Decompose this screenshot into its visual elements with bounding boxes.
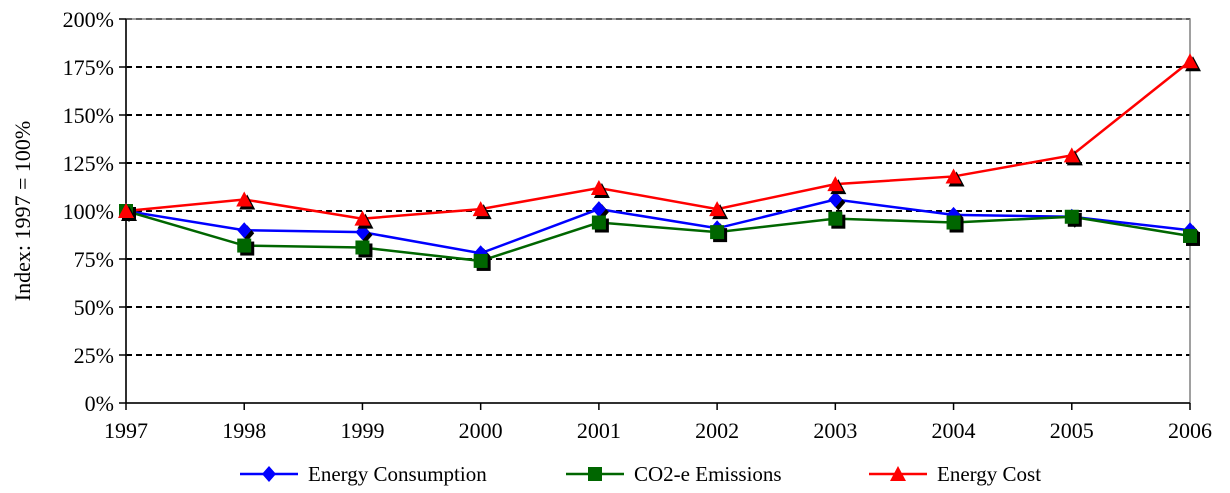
energy-consumption-line [125,198,1191,255]
y-tick-label: 125% [63,151,114,176]
energy-cost-marker [472,201,489,217]
y-tick-label: 50% [74,295,114,320]
x-tick-label: 1999 [340,418,384,443]
energy-cost-line [125,60,1191,220]
x-tick-label: 2002 [695,418,739,443]
co2-emissions-marker [828,211,843,226]
energy-cost-marker [1182,53,1198,69]
series-lines [125,60,1191,263]
co2-emissions-marker [355,240,370,255]
energy-consumption-marker [591,201,606,218]
y-tick-label: 0% [85,391,114,416]
energy-cost-marker [236,191,253,207]
y-tick-label: 100% [63,199,114,224]
energy-cost-marker [118,203,134,218]
x-tick-label: 2003 [813,418,857,443]
y-tick-label: 150% [63,103,114,128]
energy-consumption-legend-label: Energy Consumption [308,462,487,486]
y-tick-label: 200% [63,7,114,32]
co2-emissions-marker [591,215,606,230]
y-axis-title: Index: 1997 = 100% [10,121,35,301]
energy-consumption-marker [828,191,843,208]
y-axis-ticks: 0% 25% 50% 75% 100% 125% 150% 175% 200% [63,7,126,416]
x-tick-label: 2001 [577,418,621,443]
x-tick-label: 1998 [222,418,266,443]
energy-consumption-marker [237,222,252,239]
co2-emissions-legend-marker [588,467,602,481]
energy-cost-marker [945,168,962,184]
energy-cost-legend-marker [890,466,906,481]
legend: Energy Consumption CO2-e Emissions Energy … [240,462,1041,486]
energy-cost-legend-label: Energy Cost [937,462,1041,486]
co2-emissions-marker [237,238,252,253]
x-tick-label: 2004 [932,418,976,443]
x-tick-label: 2000 [459,418,503,443]
series-markers [118,53,1201,271]
y-tick-label: 25% [74,343,114,368]
x-tick-label: 2005 [1050,418,1094,443]
x-tick-label: 1997 [104,418,148,443]
x-tick-label: 2006 [1168,418,1212,443]
co2-emissions-line [125,209,1191,263]
y-tick-label: 75% [74,247,114,272]
energy-cost-marker [1063,147,1080,163]
co2-emissions-marker [710,225,725,240]
co2-emissions-marker [1064,209,1079,224]
co2-emissions-legend-label: CO2-e Emissions [634,462,782,486]
co2-emissions-marker [946,215,961,230]
x-axis-ticks: 1997 1998 1999 2000 2001 2002 2003 2004 2005 2006 [104,403,1212,443]
co2-emissions-marker [1183,228,1197,243]
co2-emissions-marker [473,253,488,268]
energy-cost-marker [354,210,371,226]
energy-cost-marker [827,176,844,192]
gridlines [126,18,1190,356]
energy-cost-marker [709,201,726,217]
y-tick-label: 175% [63,55,114,80]
energy-cost-marker [590,179,607,195]
energy-consumption-legend-marker [262,466,276,482]
